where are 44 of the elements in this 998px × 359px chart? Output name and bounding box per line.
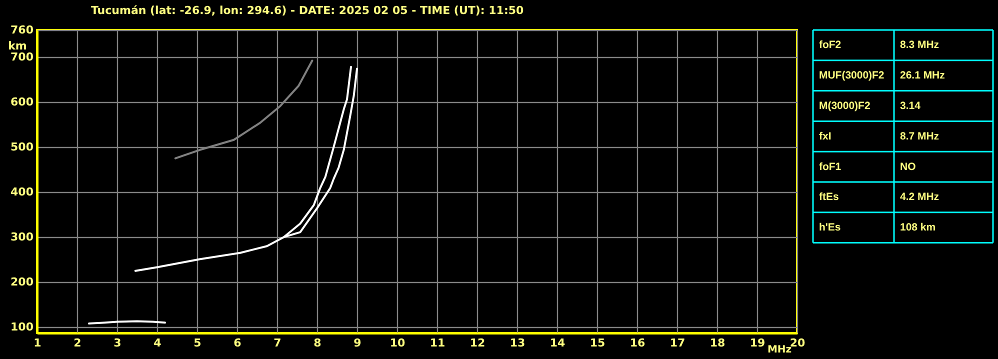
text: fxI	[819, 131, 832, 142]
x-tick-label: 9	[354, 336, 362, 350]
x-tick-label: 15	[590, 336, 606, 350]
x-tick-label: 12	[470, 336, 486, 350]
y-tick-label: 500	[10, 140, 34, 154]
x-tick-label: 4	[154, 336, 162, 350]
x-tick-label: 14	[550, 336, 566, 350]
x-tick-label: 3	[114, 336, 122, 350]
text: foF2	[819, 40, 842, 52]
x-tick-label: 7	[274, 336, 282, 350]
text: h'Es	[819, 222, 841, 234]
x-tick-label: 10	[390, 336, 406, 350]
x-tick-label: 11	[430, 336, 446, 350]
y-tick-label: 700	[10, 50, 34, 64]
text: 3.14	[900, 101, 921, 112]
x-tick-label: 1	[34, 336, 42, 350]
x-tick-label: 13	[510, 336, 526, 350]
y-tick-label: 300	[10, 230, 34, 244]
y-tick-label: 600	[10, 96, 34, 109]
text: 26.1 MHz	[900, 70, 945, 82]
x-axis-title: MHz	[767, 344, 792, 356]
x-tick-label: 17	[670, 336, 686, 350]
text: foF1	[819, 162, 842, 173]
y-tick-label: 100	[10, 320, 34, 334]
x-tick-label: 18	[710, 336, 726, 350]
text: M(3000)F2	[819, 101, 870, 112]
text: 8.7 MHz	[900, 131, 940, 142]
text: NO	[900, 162, 916, 173]
x-tick-label: 16	[630, 336, 646, 350]
x-tick-label: 2	[74, 336, 82, 350]
text: 4.2 MHz	[900, 192, 940, 204]
text: MUF(3000)F2	[819, 70, 884, 82]
x-tick-label: 5	[194, 336, 202, 350]
y-tick-label: 200	[10, 276, 34, 289]
text: 108 km	[900, 222, 936, 234]
chart-title: Tucumán (lat: -26.9, lon: 294.6) - DATE: 2025 02 05 - TIME (UT): 11:50	[91, 4, 524, 17]
y-axis-title: km	[8, 40, 27, 52]
text: ftEs	[819, 192, 839, 204]
text: 8.3 MHz	[900, 40, 940, 52]
x-tick-label: 19	[750, 336, 766, 350]
y-tick-label: 400	[10, 186, 34, 199]
x-tick-label: 8	[314, 336, 322, 350]
x-tick-label: 6	[234, 336, 242, 350]
y-tick-label: 760	[10, 24, 34, 36]
